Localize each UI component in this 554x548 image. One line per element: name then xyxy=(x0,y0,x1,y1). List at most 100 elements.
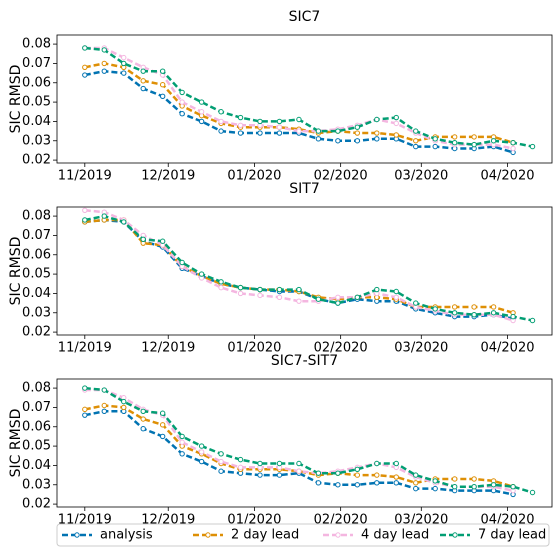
point xyxy=(374,130,380,136)
point xyxy=(529,143,536,150)
point xyxy=(179,89,185,96)
point xyxy=(237,284,244,291)
y-tick-label: 0.07 xyxy=(22,228,51,243)
point xyxy=(451,134,458,140)
point xyxy=(490,310,497,316)
point xyxy=(510,139,516,146)
point xyxy=(121,60,127,67)
point xyxy=(393,288,399,295)
point xyxy=(237,290,244,297)
point xyxy=(354,124,361,130)
point xyxy=(296,286,302,293)
point xyxy=(393,114,399,121)
y-tick-label: 0.02 xyxy=(22,497,51,512)
legend-label: 2 day lead xyxy=(231,528,299,543)
point xyxy=(296,298,302,304)
point xyxy=(237,464,244,471)
point xyxy=(101,213,107,219)
legend-marker xyxy=(205,532,211,538)
point xyxy=(276,294,283,300)
x-tick-label: 03/2020 xyxy=(394,169,448,184)
point xyxy=(510,483,516,490)
point xyxy=(471,311,477,318)
point xyxy=(121,219,127,225)
point xyxy=(335,470,341,476)
point xyxy=(413,138,419,144)
point xyxy=(432,136,438,142)
point xyxy=(101,402,107,409)
series-line xyxy=(84,214,533,322)
point xyxy=(198,99,205,105)
point xyxy=(471,304,477,310)
point xyxy=(374,472,380,478)
point xyxy=(82,207,88,213)
point xyxy=(121,404,127,411)
point xyxy=(218,451,224,457)
point xyxy=(218,279,224,285)
point xyxy=(237,114,244,121)
y-tick-label: 0.08 xyxy=(22,37,51,52)
point xyxy=(198,118,205,125)
point xyxy=(413,128,419,134)
point xyxy=(276,472,283,478)
chart-title: SIC7-SIT7 xyxy=(271,353,338,369)
point xyxy=(218,109,224,115)
point xyxy=(198,458,205,465)
x-tick-label: 02/2020 xyxy=(314,341,368,356)
y-tick-label: 0.02 xyxy=(22,153,51,168)
point xyxy=(315,128,322,134)
point xyxy=(335,482,341,488)
point xyxy=(179,99,185,105)
point xyxy=(413,300,419,306)
point xyxy=(140,408,146,414)
y-axis-label: SIC RMSD xyxy=(8,237,24,306)
point xyxy=(393,474,399,480)
point xyxy=(374,286,380,293)
point xyxy=(121,54,127,61)
point xyxy=(393,132,399,138)
point xyxy=(121,398,127,405)
point xyxy=(490,482,497,488)
x-tick-label: 02/2020 xyxy=(314,169,368,184)
point xyxy=(276,130,283,136)
chart-title: SIC7 xyxy=(289,9,321,25)
point xyxy=(121,70,127,76)
point xyxy=(140,236,146,242)
point xyxy=(159,81,166,88)
point xyxy=(257,130,263,136)
point xyxy=(354,472,361,478)
point xyxy=(276,460,283,467)
point xyxy=(276,124,283,130)
point xyxy=(510,313,516,320)
point xyxy=(140,78,146,84)
point xyxy=(432,306,438,312)
point xyxy=(354,466,361,472)
legend: analysis 2 day lead 4 day lead 7 day lead xyxy=(56,523,550,547)
point xyxy=(218,118,224,125)
chart-title: SIT7 xyxy=(289,181,319,197)
y-tick-label: 0.06 xyxy=(22,419,51,434)
point xyxy=(471,134,477,140)
point xyxy=(159,238,166,244)
y-tick-label: 0.06 xyxy=(22,75,51,90)
x-tick-label: 11/2019 xyxy=(58,341,112,356)
x-tick-label: 12/2019 xyxy=(141,169,195,184)
point xyxy=(257,292,263,299)
point xyxy=(296,128,302,134)
point xyxy=(354,130,361,136)
y-tick-label: 0.06 xyxy=(22,247,51,262)
point xyxy=(218,458,224,465)
point xyxy=(374,136,380,142)
series-line xyxy=(84,404,514,488)
series-line xyxy=(84,46,533,148)
point xyxy=(179,439,185,445)
legend-marker xyxy=(74,532,80,538)
point xyxy=(374,480,380,486)
legend-label: analysis xyxy=(100,528,153,543)
point xyxy=(82,412,88,418)
point xyxy=(432,485,438,492)
point xyxy=(159,93,166,99)
y-tick-label: 0.03 xyxy=(22,133,51,148)
y-tick-label: 0.07 xyxy=(22,56,51,71)
